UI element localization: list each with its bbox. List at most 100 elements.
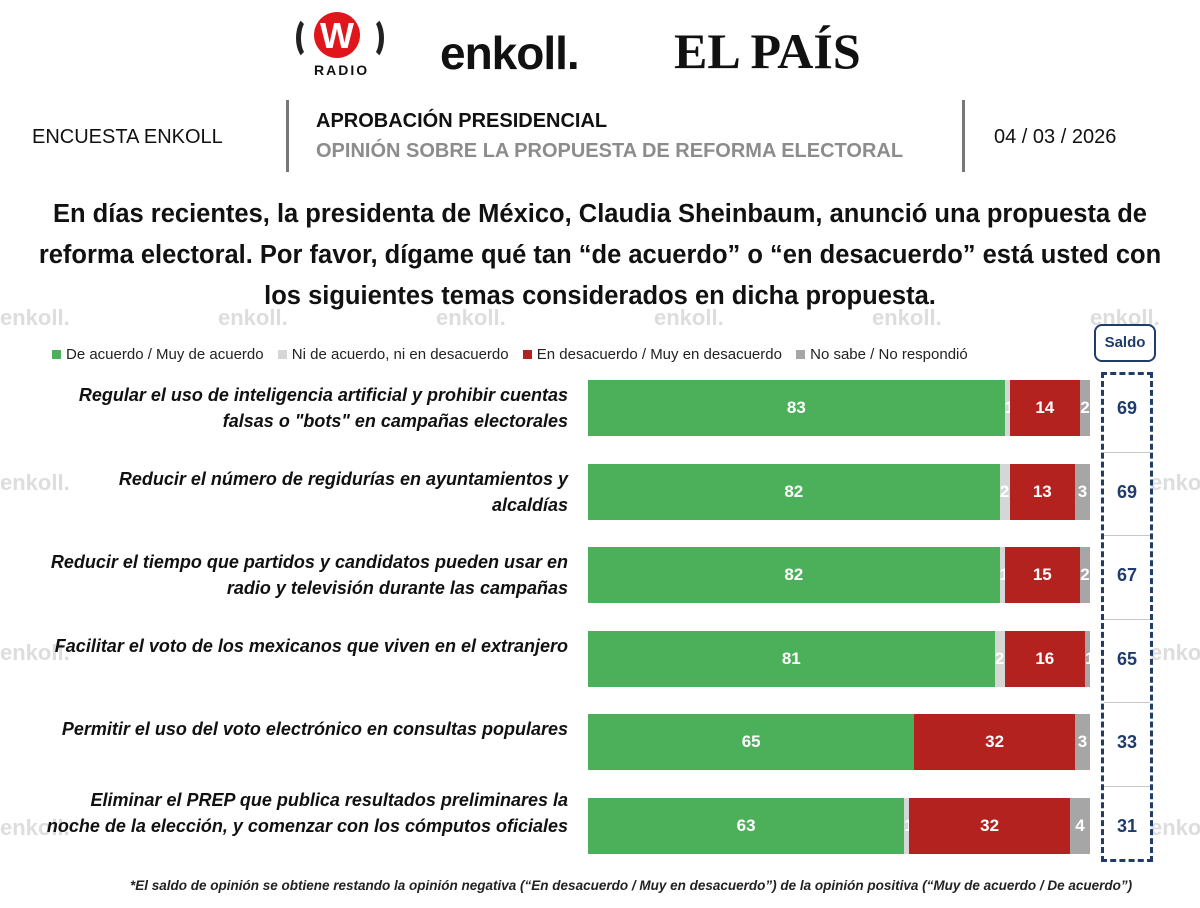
chart-title: En días recientes, la presidenta de Méxi…: [38, 200, 1162, 310]
bar-segment-disagree: 32: [909, 797, 1070, 854]
row-label: Facilitar el voto de los mexicanos que v…: [54, 635, 568, 656]
bar-segment-nr: 3: [1074, 714, 1090, 770]
bar-segment-neutral: 1: [904, 797, 914, 854]
bar-value-label: 1: [1000, 547, 1009, 603]
bar-value-label: 63: [736, 815, 756, 835]
saldo-header: Saldo: [1094, 324, 1156, 362]
bar-value-label: 2: [999, 481, 1010, 501]
saldo-separator: [1104, 535, 1150, 536]
legend-label: De acuerdo / Muy de acuerdo: [66, 346, 264, 363]
bar-value-label: 2: [994, 648, 1005, 668]
bar-segment-disagree: 32: [914, 714, 1075, 770]
legend-label: Ni de acuerdo, ni en desacuerdo: [291, 346, 509, 363]
enkoll-watermark: enkoll.: [0, 470, 70, 495]
bar-row: 65 32 3: [588, 714, 1090, 770]
enkoll-watermark: enkoll.: [872, 305, 942, 330]
report-subtitle: OPINIÓN SOBRE LA PROPUESTA DE REFORMA EL…: [316, 140, 904, 162]
report-header: ENCUESTA ENKOLL APROBACIÓN PRESIDENCIAL …: [0, 98, 1200, 174]
bar-segment-disagree: 16: [1004, 630, 1085, 687]
bar-row: 82 1 15 2: [588, 547, 1090, 603]
legend-label: No sabe / No respondió: [810, 346, 968, 363]
enkoll-watermark: enkoll.: [0, 640, 70, 665]
logo-bar: W RADIO enkoll. EL PAÍS: [0, 12, 1200, 82]
bar-segment-disagree: 13: [1009, 463, 1075, 520]
bar-value-label: 3: [1077, 732, 1088, 751]
row-label: Eliminar el PREP que publica resultados …: [46, 789, 568, 836]
bar-value-label: 4: [1075, 815, 1085, 835]
bar-segment-neutral: 1: [999, 547, 1009, 603]
bar-row: 83 1 14 2: [588, 380, 1090, 436]
bar-segment-agree: 65: [588, 714, 915, 770]
bar-value-label: 13: [1032, 481, 1052, 501]
bar-value-label: 83: [786, 398, 806, 417]
saldo-value: 65: [1116, 648, 1138, 669]
bar-row: 82 2 13 3: [588, 463, 1090, 520]
bar-segment-disagree: 15: [1004, 547, 1080, 603]
legend-label: En desacuerdo / Muy en desacuerdo: [536, 346, 782, 363]
saldo-value: 69: [1116, 481, 1138, 502]
bar-segment-nr: 2: [1079, 380, 1090, 436]
row-label: Permitir el uso del voto electrónico en …: [61, 719, 568, 739]
bar-value-label: 81: [781, 648, 801, 668]
bar-segment-nr: 3: [1074, 463, 1090, 520]
enkoll-watermark: enkoll.: [0, 815, 70, 840]
row-label: Regular el uso de inteligencia artificia…: [78, 385, 568, 431]
bar-segment-agree: 81: [588, 630, 995, 687]
bar-segment-disagree: 14: [1009, 380, 1080, 436]
legend-swatch: [277, 350, 287, 359]
row-label: Reducir el número de regidurías en ayunt…: [118, 468, 568, 515]
enkoll-watermark: enkoll.: [436, 305, 506, 330]
bar-segment-agree: 82: [588, 547, 1000, 603]
w-radio-logo: W RADIO: [292, 12, 392, 82]
header-divider-right: [962, 100, 965, 172]
bar-value-label: 1: [1005, 380, 1014, 436]
footnote: *El saldo de opinión se obtiene restando…: [130, 878, 1133, 893]
bar-segment-nr: 1: [1084, 630, 1095, 687]
enkoll-watermark: enkoll.: [218, 305, 288, 330]
row-label: Reducir el tiempo que partidos y candida…: [50, 552, 568, 598]
report-date: 04 / 03 / 2026: [994, 126, 1117, 148]
bar-segment-agree: 83: [588, 380, 1005, 436]
saldo-separator: [1104, 618, 1150, 620]
bar-segment-neutral: 2: [994, 630, 1005, 687]
enkoll-logo: enkoll.: [440, 27, 580, 79]
enkoll-watermark: enkoll.: [1150, 640, 1200, 665]
saldo-value: 31: [1116, 815, 1138, 836]
legend-swatch: [522, 350, 532, 359]
bar-value-label: 3: [1077, 481, 1088, 501]
legend-item-disagree: En desacuerdo / Muy en desacuerdo: [522, 346, 782, 363]
bar-row: 63 1 32 4: [588, 797, 1090, 854]
legend-swatch: [796, 350, 806, 359]
w-radio-text: RADIO: [314, 62, 370, 78]
bar-segment-neutral: 1: [1004, 380, 1014, 436]
bar-value-label: 1: [1084, 648, 1095, 668]
saldo-value: 67: [1116, 565, 1138, 585]
bar-value-label: 32: [980, 815, 1000, 835]
legend-item-no-answer: No sabe / No respondió: [796, 346, 968, 363]
bar-value-label: 32: [985, 732, 1005, 751]
enkoll-watermark: enkoll.: [1150, 470, 1200, 495]
bar-segment-agree: 82: [588, 463, 1000, 520]
bar-segment-nr: 2: [1079, 547, 1090, 603]
saldo-column-box: [1101, 372, 1153, 862]
signal-wave-left-icon: [296, 16, 320, 60]
w-radio-circle: W: [314, 12, 360, 58]
enkoll-watermark: enkoll.: [654, 305, 724, 330]
bar-value-label: 2: [1080, 398, 1090, 417]
bar-segment-neutral: 2: [999, 463, 1010, 520]
bar-value-label: 14: [1035, 398, 1055, 417]
saldo-value: 33: [1116, 732, 1138, 752]
bar-value-label: 16: [1035, 648, 1055, 668]
bar-segment-agree: 63: [588, 797, 905, 854]
saldo-separator: [1104, 702, 1150, 703]
bar-value-label: 1: [904, 798, 913, 854]
enkoll-watermark: enkoll.: [0, 305, 70, 330]
bar-value-label: 2: [1080, 565, 1090, 584]
legend-item-agree: De acuerdo / Muy de acuerdo: [52, 346, 264, 363]
bar-value-label: 82: [784, 565, 804, 584]
bar-value-label: 15: [1032, 565, 1052, 584]
el-pais-logo: EL PAÍS: [674, 23, 861, 79]
bar-value-label: 65: [741, 732, 761, 751]
report-title: APROBACIÓN PRESIDENCIAL: [316, 110, 608, 132]
legend-item-neutral: Ni de acuerdo, ni en desacuerdo: [277, 346, 509, 363]
